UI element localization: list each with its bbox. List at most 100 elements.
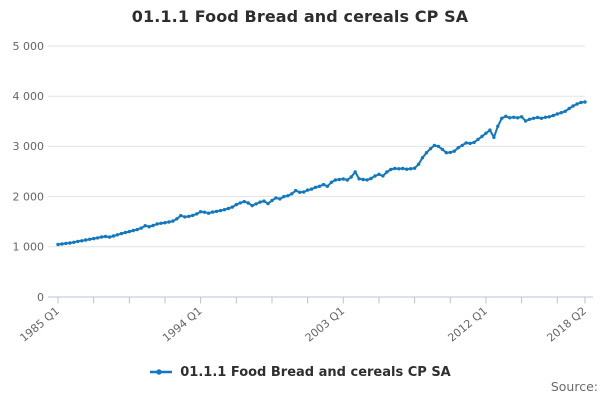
series-point[interactable] [472,140,476,145]
series-point[interactable] [416,162,421,166]
series-point[interactable] [246,201,250,205]
series-point[interactable] [250,203,254,208]
series-point[interactable] [527,117,532,122]
series-point[interactable] [508,116,512,120]
chart-plot-area[interactable]: 0 1 000 2 000 3 000 4 000 5 000 1985 Q1 1994 Q1… [0,0,600,358]
series-point[interactable] [583,100,587,104]
series-point[interactable] [432,143,437,148]
series-point[interactable] [206,211,211,215]
series-point[interactable] [187,214,191,219]
series-point[interactable] [456,146,460,150]
series-point[interactable] [198,210,203,214]
series-point[interactable] [294,188,298,193]
series-point[interactable] [151,223,155,228]
series-point[interactable] [579,100,583,105]
series-point[interactable] [571,104,575,108]
series-point[interactable] [452,149,456,153]
series-point[interactable] [242,199,246,204]
series-point[interactable] [80,239,84,243]
series-point[interactable] [313,185,318,189]
series-point[interactable] [393,166,397,171]
series-point[interactable] [329,180,334,184]
series-point[interactable] [226,206,231,211]
series-point[interactable] [266,201,270,206]
series-point[interactable] [492,135,496,140]
series-point[interactable] [159,221,163,225]
series-point[interactable] [56,242,60,247]
series-point[interactable] [107,235,112,239]
series-point[interactable] [298,190,302,194]
series-point[interactable] [278,197,282,201]
series-point[interactable] [64,241,68,246]
series-point[interactable] [539,116,544,121]
series-point[interactable] [563,109,567,114]
series-point[interactable] [60,242,64,246]
series-point[interactable] [147,225,151,229]
series-point[interactable] [88,237,92,241]
series-point[interactable] [401,166,405,171]
series-point[interactable] [373,174,377,178]
series-point[interactable] [361,177,365,182]
series-point[interactable] [440,147,445,152]
series-point[interactable] [337,177,341,182]
series-point[interactable] [317,184,322,188]
series-point[interactable] [270,198,274,203]
series-point[interactable] [127,229,131,234]
series-point[interactable] [559,111,563,115]
series-point[interactable] [218,208,223,213]
series-point[interactable] [424,151,429,155]
series-point[interactable] [274,196,278,200]
series-point[interactable] [286,194,290,198]
series-point[interactable] [175,217,179,221]
series-point[interactable] [191,213,195,218]
series-point[interactable] [444,151,448,155]
series-point[interactable] [397,167,401,171]
series-point[interactable] [547,115,551,119]
series-point[interactable] [76,239,80,244]
series-point[interactable] [68,241,72,245]
series-point[interactable] [99,235,104,239]
series-point[interactable] [171,219,175,223]
series-point[interactable] [214,209,219,214]
series-point[interactable] [523,119,528,123]
series-point[interactable] [412,166,417,170]
series-point[interactable] [84,238,88,242]
series-point[interactable] [111,234,116,238]
series-point[interactable] [179,213,183,218]
series-point[interactable] [377,172,381,176]
series-point[interactable] [349,175,353,179]
series-point[interactable] [464,141,468,145]
series-point[interactable] [139,226,143,230]
series-point[interactable] [484,131,488,135]
series-point[interactable] [135,227,139,232]
series-point[interactable] [230,205,234,209]
series-point[interactable] [92,236,96,241]
series-point[interactable] [567,106,571,111]
series-point[interactable] [496,124,500,128]
series-point[interactable] [325,184,330,188]
series-point[interactable] [409,167,413,171]
series-point[interactable] [309,187,314,191]
series-point[interactable] [448,150,452,155]
series-point[interactable] [115,233,120,237]
series-point[interactable] [551,113,555,118]
series-point[interactable] [167,220,171,224]
series-point[interactable] [302,190,306,194]
series-point[interactable] [72,240,76,244]
series-point[interactable] [555,112,559,116]
legend-item[interactable]: 01.1.1 Food Bread and cereals CP SA [0,363,600,381]
series-point[interactable] [119,231,124,236]
series-point[interactable] [420,156,425,160]
series-point[interactable] [123,230,128,235]
series-point[interactable] [575,102,579,106]
series-line[interactable] [57,101,586,246]
series-point[interactable] [488,128,492,132]
series-point[interactable] [353,170,357,174]
series-point[interactable] [290,192,294,196]
series-point[interactable] [103,234,108,239]
series-point[interactable] [365,178,369,182]
series-point[interactable] [183,215,187,219]
series-point[interactable] [512,115,516,120]
series-point[interactable] [480,134,484,139]
series-point[interactable] [143,224,147,228]
